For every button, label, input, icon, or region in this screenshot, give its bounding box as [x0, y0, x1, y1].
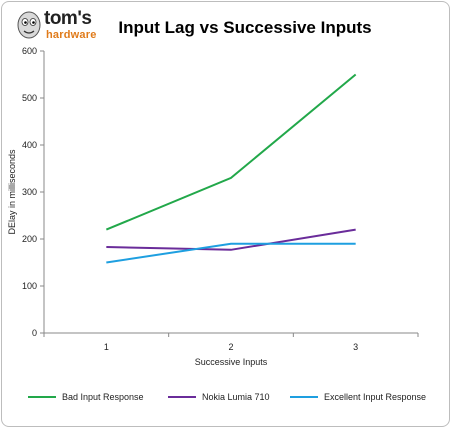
chart-legend: Bad Input Response Nokia Lumia 710 Excelle…	[28, 392, 448, 408]
series-line-2	[106, 242, 356, 264]
logo-subtitle: hardware	[46, 29, 97, 41]
series-line-0	[105, 73, 357, 231]
series-line-1	[106, 228, 356, 251]
legend-label: Excellent Input Response	[324, 392, 427, 402]
x-tick-label: 1	[104, 342, 109, 352]
legend-label: Bad Input Response	[62, 392, 144, 402]
x-tick-label: 3	[353, 342, 358, 352]
logo-brand: tom's	[44, 8, 92, 29]
mascot-icon	[17, 11, 41, 39]
y-tick-label: 500	[22, 93, 37, 103]
y-tick-label: 300	[22, 187, 37, 197]
x-axis-label: Successive Inputs	[195, 357, 268, 367]
chart-series	[105, 73, 357, 264]
chart-title: Input Lag vs Successive Inputs	[118, 18, 372, 37]
legend-item: Excellent Input Response	[290, 392, 426, 402]
legend-swatch	[290, 396, 318, 398]
y-tick-label: 600	[22, 46, 37, 56]
chart-axes: 0 100 200 300 400 500 600 1 2 3	[22, 46, 419, 352]
y-tick-label: 200	[22, 234, 37, 244]
legend-swatch	[28, 396, 56, 398]
legend-label: Nokia Lumia 710	[202, 392, 270, 402]
legend-swatch	[168, 396, 196, 398]
legend-item: Nokia Lumia 710	[168, 392, 270, 402]
y-axis-label: DElay in milliseconds	[7, 149, 17, 235]
legend-item: Bad Input Response	[28, 392, 144, 402]
y-tick-label: 400	[22, 140, 37, 150]
logo: tom's hardware	[10, 6, 100, 44]
x-tick-label: 2	[228, 342, 233, 352]
y-tick-label: 0	[32, 328, 37, 338]
y-tick-label: 100	[22, 281, 37, 291]
